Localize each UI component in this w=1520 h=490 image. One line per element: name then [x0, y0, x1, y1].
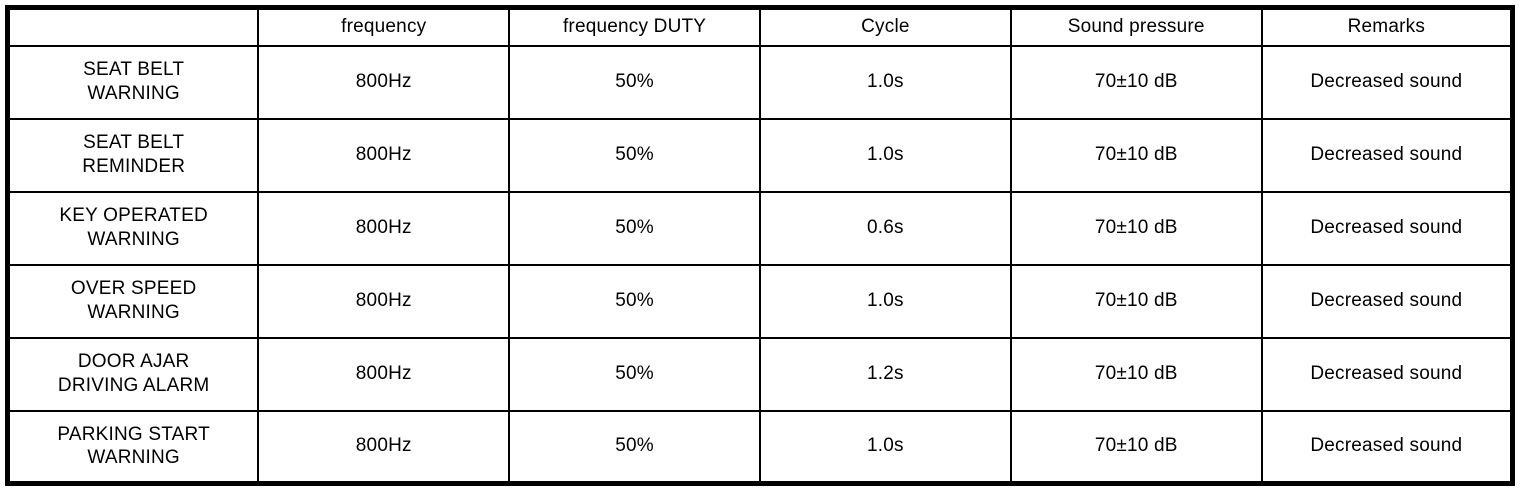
cell-warning-name: DOOR AJAR DRIVING ALARM — [6, 336, 260, 412]
header-row: frequency frequency DUTY Cycle Sound pre… — [6, 6, 1514, 47]
cell-sound-pressure: 70±10 dB — [1009, 336, 1263, 412]
cell-remarks: Decreased sound — [1260, 44, 1514, 120]
cell-remarks: Decreased sound — [1260, 409, 1514, 485]
cell-warning-name: SEAT BELT REMINDER — [6, 117, 260, 193]
header-cell-cycle: Cycle — [758, 6, 1012, 47]
table-row-key-operated-warning: KEY OPERATED WARNING 800Hz 50% 0.6s 70±1… — [6, 190, 1514, 266]
cell-cycle: 1.2s — [758, 336, 1012, 412]
cell-sound-pressure: 70±10 dB — [1009, 409, 1263, 485]
cell-warning-name: OVER SPEED WARNING — [6, 263, 260, 339]
buzzer-spec-table: frequency frequency DUTY Cycle Sound pre… — [5, 5, 1515, 486]
cell-remarks: Decreased sound — [1260, 190, 1514, 266]
cell-warning-name: KEY OPERATED WARNING — [6, 190, 260, 266]
cell-frequency: 800Hz — [257, 409, 511, 485]
table-header: frequency frequency DUTY Cycle Sound pre… — [6, 6, 1514, 47]
table-row-door-ajar-driving-alarm: DOOR AJAR DRIVING ALARM 800Hz 50% 1.2s 7… — [6, 336, 1514, 412]
cell-sound-pressure: 70±10 dB — [1009, 44, 1263, 120]
cell-cycle: 1.0s — [758, 409, 1012, 485]
header-cell-remarks: Remarks — [1260, 6, 1514, 47]
table-row-parking-start-warning: PARKING START WARNING 800Hz 50% 1.0s 70±… — [6, 409, 1514, 485]
cell-remarks: Decreased sound — [1260, 263, 1514, 339]
cell-sound-pressure: 70±10 dB — [1009, 190, 1263, 266]
cell-warning-name: PARKING START WARNING — [6, 409, 260, 485]
table-body: SEAT BELT WARNING 800Hz 50% 1.0s 70±10 d… — [6, 44, 1514, 485]
cell-frequency: 800Hz — [257, 117, 511, 193]
cell-duty: 50% — [508, 190, 761, 266]
cell-warning-name: SEAT BELT WARNING — [6, 44, 260, 120]
table-row-seat-belt-reminder: SEAT BELT REMINDER 800Hz 50% 1.0s 70±10 … — [6, 117, 1514, 193]
cell-duty: 50% — [508, 336, 761, 412]
table-row-seat-belt-warning: SEAT BELT WARNING 800Hz 50% 1.0s 70±10 d… — [6, 44, 1514, 120]
cell-sound-pressure: 70±10 dB — [1009, 263, 1263, 339]
cell-cycle: 0.6s — [758, 190, 1012, 266]
cell-remarks: Decreased sound — [1260, 336, 1514, 412]
cell-duty: 50% — [508, 117, 761, 193]
table-row-over-speed-warning: OVER SPEED WARNING 800Hz 50% 1.0s 70±10 … — [6, 263, 1514, 339]
header-cell-name — [6, 6, 260, 47]
cell-remarks: Decreased sound — [1260, 117, 1514, 193]
cell-frequency: 800Hz — [257, 190, 511, 266]
cell-frequency: 800Hz — [257, 263, 511, 339]
cell-duty: 50% — [508, 44, 761, 120]
cell-sound-pressure: 70±10 dB — [1009, 117, 1263, 193]
header-cell-sound-pressure: Sound pressure — [1009, 6, 1263, 47]
cell-cycle: 1.0s — [758, 263, 1012, 339]
cell-frequency: 800Hz — [257, 44, 511, 120]
cell-cycle: 1.0s — [758, 117, 1012, 193]
header-cell-frequency: frequency — [257, 6, 511, 47]
cell-duty: 50% — [508, 409, 761, 485]
header-cell-frequency-duty: frequency DUTY — [508, 6, 761, 47]
cell-duty: 50% — [508, 263, 761, 339]
cell-cycle: 1.0s — [758, 44, 1012, 120]
cell-frequency: 800Hz — [257, 336, 511, 412]
